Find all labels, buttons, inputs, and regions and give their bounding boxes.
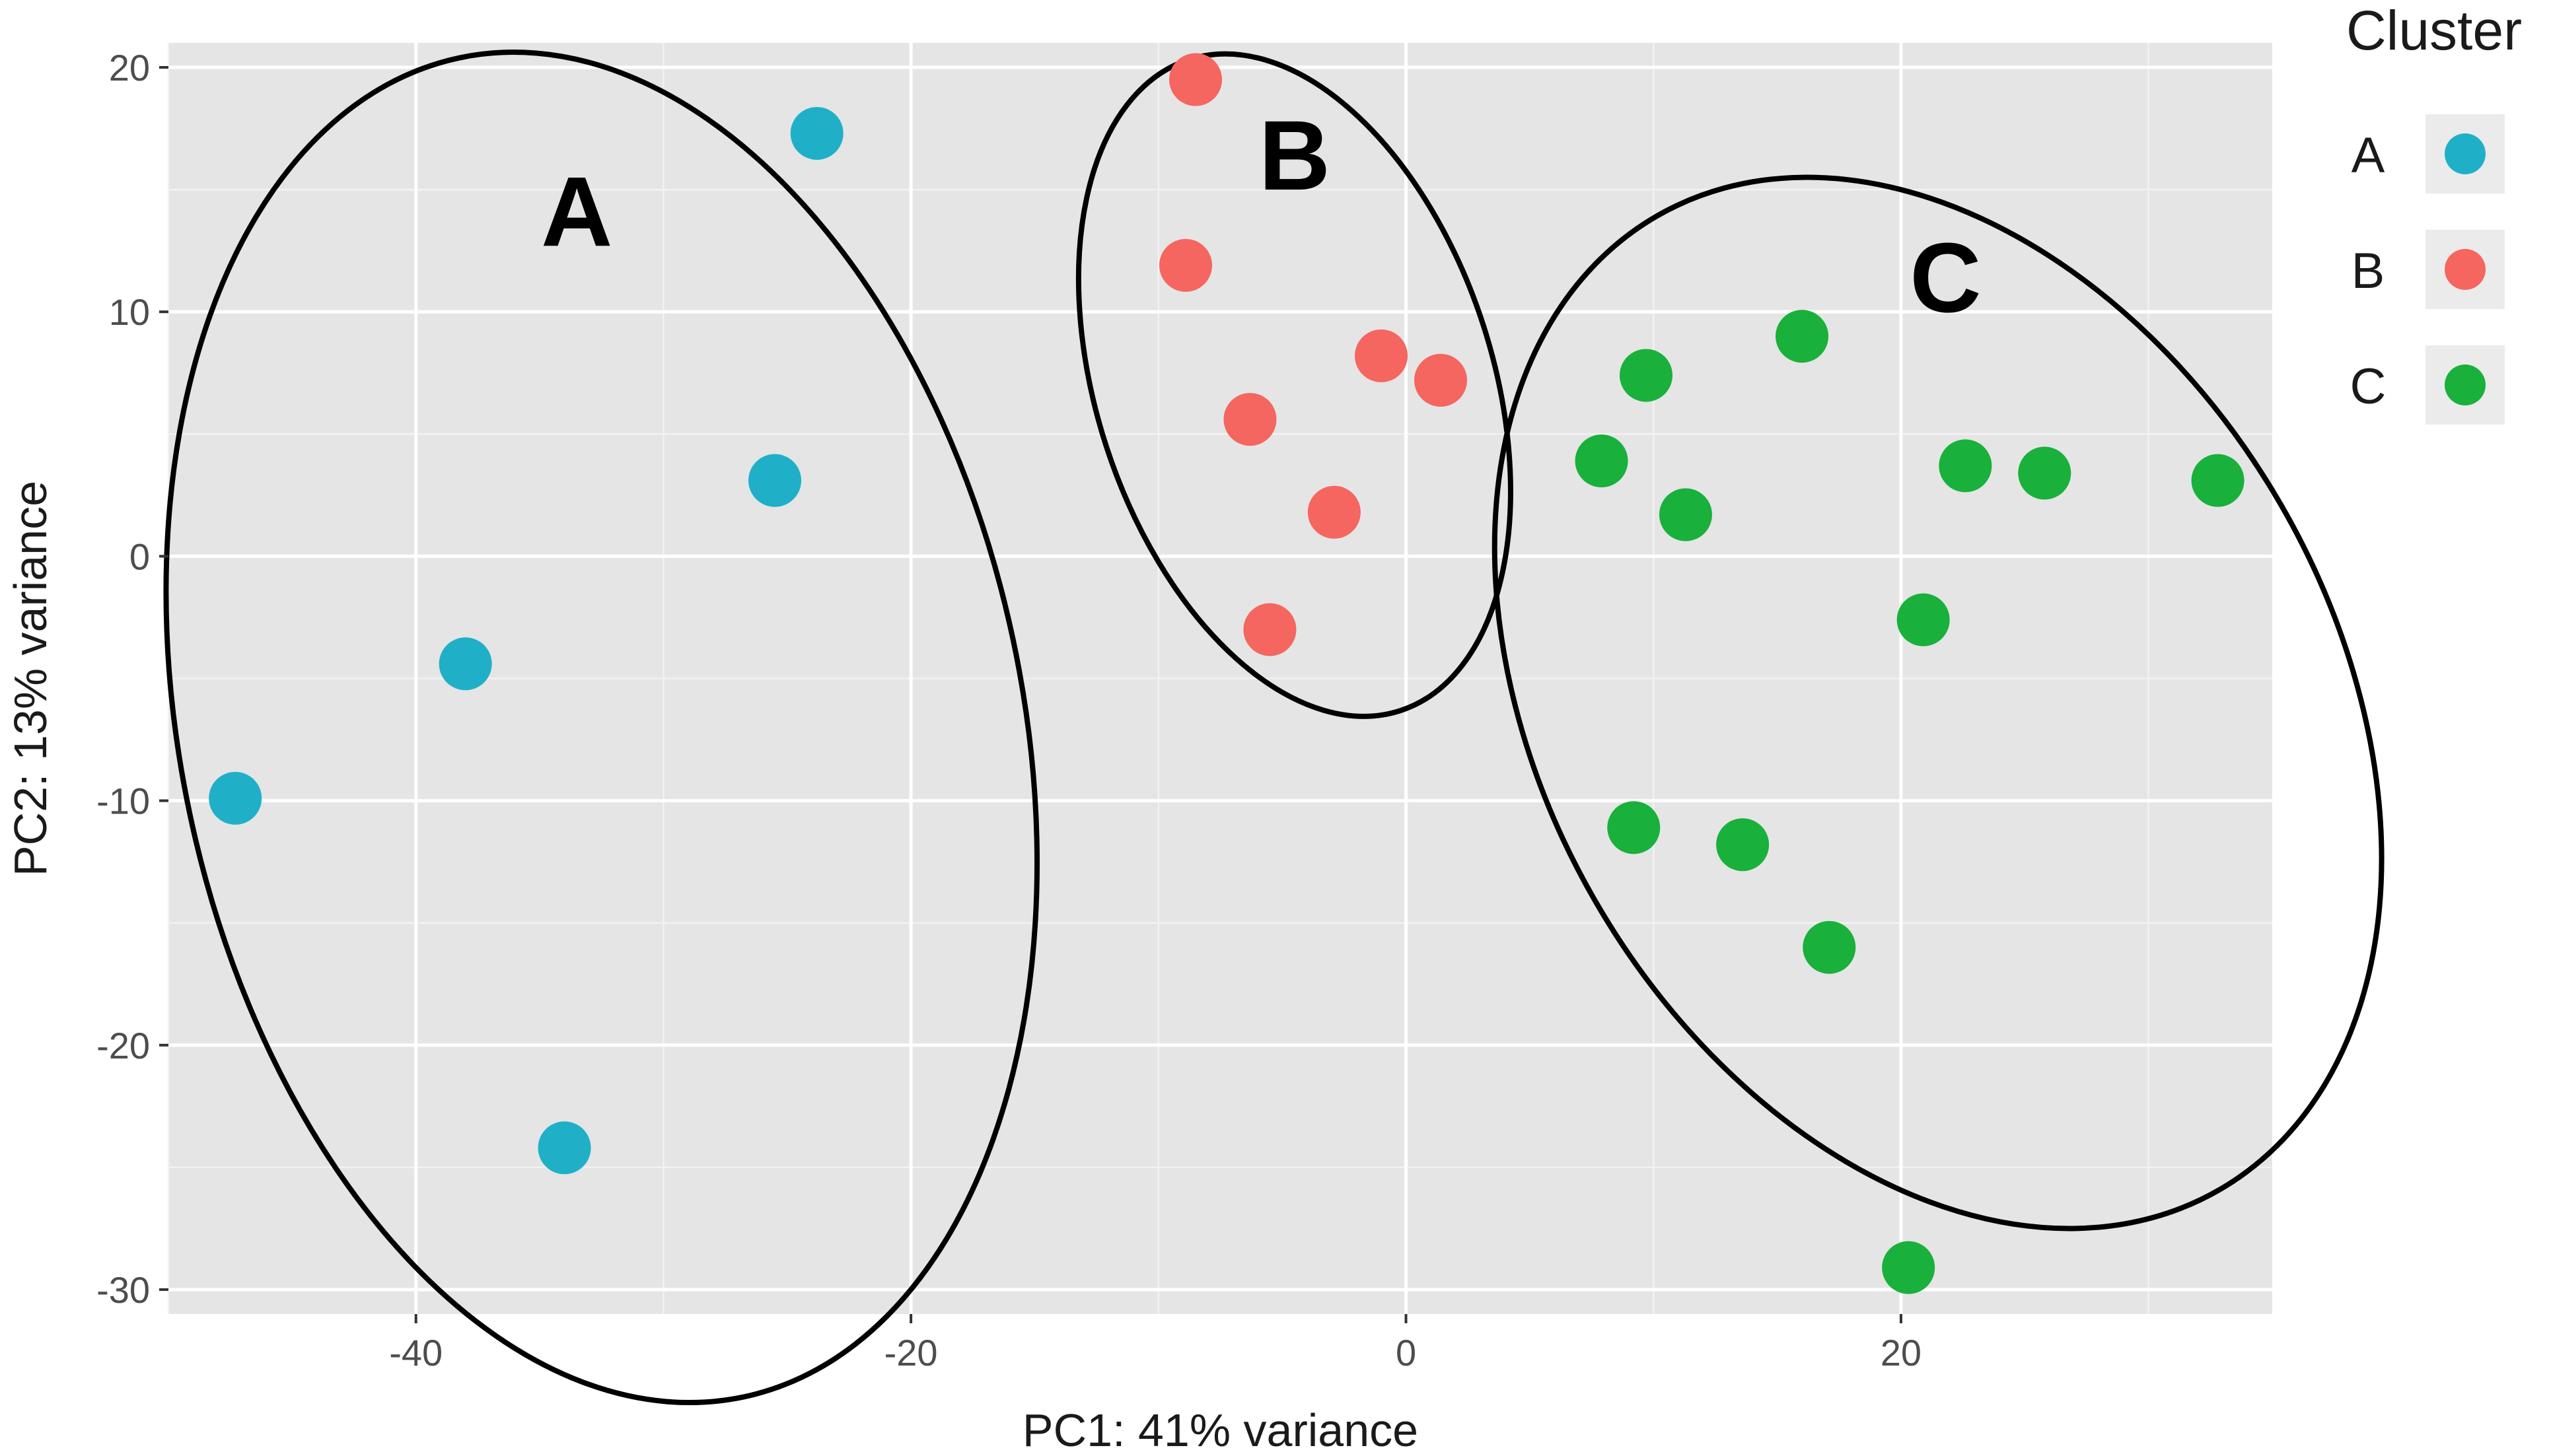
- point-cluster-b: [1355, 329, 1408, 382]
- point-cluster-c: [1803, 920, 1856, 974]
- minor-gridlines: [167, 43, 2272, 1314]
- major-gridlines: [168, 43, 2272, 1314]
- point-cluster-a: [790, 106, 844, 160]
- point-cluster-c: [2018, 446, 2071, 500]
- legend-key-b: [2445, 249, 2486, 290]
- y-axis-title: PC2: 13% variance: [5, 481, 56, 876]
- data-points: [209, 53, 2245, 1294]
- y-tick-label: 20: [109, 47, 150, 88]
- point-cluster-b: [1243, 603, 1297, 656]
- point-cluster-a: [209, 771, 262, 825]
- point-cluster-c: [1776, 310, 1829, 363]
- point-cluster-b: [1159, 238, 1213, 292]
- legend-key-c: [2445, 364, 2486, 405]
- legend-title: Cluster: [2346, 0, 2522, 61]
- point-cluster-c: [2191, 454, 2245, 507]
- point-cluster-c: [1882, 1241, 1935, 1294]
- point-cluster-b: [1169, 53, 1223, 106]
- point-cluster-a: [748, 454, 802, 507]
- y-tick-label: -20: [96, 1025, 150, 1066]
- cluster-ellipse-c: [1491, 174, 2385, 1231]
- y-tick-label: -10: [96, 780, 150, 822]
- x-axis-ticks: -40 -20 0 20: [389, 1314, 1922, 1373]
- x-tick-label: 0: [1396, 1332, 1416, 1373]
- x-axis-title: PC1: 41% variance: [1023, 1404, 1418, 1456]
- point-cluster-c: [1575, 434, 1628, 488]
- point-cluster-b: [1414, 353, 1467, 407]
- point-cluster-a: [538, 1121, 591, 1175]
- cluster-annotations: A B C: [541, 100, 1981, 333]
- point-cluster-c: [1659, 488, 1712, 541]
- y-axis-ticks: 20 10 0 -10 -20 -30: [96, 47, 168, 1311]
- legend-key-a: [2445, 133, 2486, 174]
- legend-label-b: B: [2352, 243, 2385, 299]
- x-tick-label: 20: [1881, 1332, 1922, 1373]
- legend-label-c: C: [2350, 359, 2387, 415]
- legend: Cluster A B C: [2346, 0, 2522, 425]
- y-tick-label: 0: [129, 536, 150, 577]
- x-tick-label: -40: [389, 1332, 443, 1373]
- point-cluster-c: [1607, 801, 1661, 854]
- cluster-annotation-a: A: [541, 156, 612, 267]
- x-tick-label: -20: [884, 1332, 938, 1373]
- cluster-ellipses: [163, 50, 2385, 1406]
- plot-panel: A B C: [163, 43, 2385, 1406]
- point-cluster-b: [1307, 485, 1361, 539]
- cluster-ellipse-a: [163, 50, 1040, 1406]
- point-cluster-c: [1619, 349, 1672, 402]
- y-tick-label: -30: [96, 1269, 150, 1311]
- cluster-annotation-c: C: [1910, 222, 1981, 333]
- legend-entries: A B C: [2350, 114, 2505, 425]
- point-cluster-b: [1223, 393, 1277, 446]
- cluster-annotation-b: B: [1259, 100, 1330, 211]
- y-tick-label: 10: [109, 291, 150, 333]
- point-cluster-c: [1896, 593, 1950, 646]
- legend-label-a: A: [2352, 127, 2385, 184]
- point-cluster-a: [439, 637, 492, 691]
- point-cluster-c: [1939, 439, 1992, 493]
- point-cluster-c: [1716, 818, 1770, 872]
